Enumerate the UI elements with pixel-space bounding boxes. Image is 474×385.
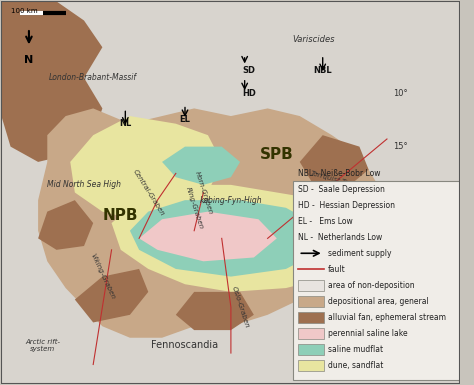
Polygon shape — [1, 2, 102, 162]
Bar — [298, 280, 324, 291]
Text: Mid North Sea High: Mid North Sea High — [47, 180, 121, 189]
Text: NPB: NPB — [103, 208, 138, 223]
Polygon shape — [70, 116, 222, 223]
Text: Ring-Graben: Ring-Graben — [184, 186, 204, 230]
Text: NBL: NBL — [313, 66, 332, 75]
Text: Horn-Graben: Horn-Graben — [193, 170, 213, 215]
Text: N: N — [24, 55, 34, 65]
Text: NBL - Neiße-Bobr Low: NBL - Neiße-Bobr Low — [298, 169, 381, 177]
Text: EL -   Ems Low: EL - Ems Low — [298, 217, 353, 226]
Text: Arctic rift-
system: Arctic rift- system — [25, 339, 60, 352]
Text: 10°: 10° — [393, 89, 408, 98]
Text: depositional area, general: depositional area, general — [328, 297, 429, 306]
Text: Central-Graben: Central-Graben — [131, 168, 165, 217]
Text: NL -  Netherlands Low: NL - Netherlands Low — [298, 233, 383, 242]
Polygon shape — [295, 269, 369, 319]
Bar — [298, 360, 324, 372]
Text: HD: HD — [242, 89, 256, 98]
Text: alluvial fan, ephemeral stream: alluvial fan, ephemeral stream — [328, 313, 446, 322]
Text: London-Brabant-Massif: London-Brabant-Massif — [49, 73, 137, 82]
Text: Torrquist-Teissayre
lineament: Torrquist-Teissayre lineament — [308, 170, 374, 199]
Bar — [298, 344, 324, 355]
Polygon shape — [75, 269, 148, 323]
Text: fault: fault — [328, 265, 346, 274]
Polygon shape — [38, 200, 93, 250]
Polygon shape — [162, 147, 240, 185]
Text: EL: EL — [180, 116, 191, 124]
Text: SD: SD — [243, 66, 256, 75]
Text: 100 km: 100 km — [10, 8, 37, 14]
Text: HD -  Hessian Depression: HD - Hessian Depression — [298, 201, 395, 209]
Polygon shape — [176, 292, 254, 330]
Polygon shape — [1, 2, 460, 383]
Bar — [298, 328, 324, 339]
Text: Oslo-Graben: Oslo-Graben — [230, 286, 250, 329]
Text: SPB: SPB — [260, 147, 294, 162]
Polygon shape — [38, 109, 392, 338]
Text: NL: NL — [119, 119, 131, 128]
Text: Fennoscandia: Fennoscandia — [151, 340, 219, 350]
Bar — [293, 181, 460, 380]
Text: SD -  Saale Depression: SD - Saale Depression — [298, 184, 385, 194]
Text: 15°: 15° — [393, 142, 408, 151]
Text: sediment supply: sediment supply — [328, 249, 392, 258]
Text: Viking-Graben: Viking-Graben — [89, 253, 116, 301]
Text: dune, sandflat: dune, sandflat — [328, 361, 383, 370]
Text: købing-Fyn-High: købing-Fyn-High — [200, 196, 262, 205]
Text: perennial saline lake: perennial saline lake — [328, 329, 408, 338]
Text: saline mudflat: saline mudflat — [328, 345, 383, 354]
Polygon shape — [111, 185, 359, 292]
Polygon shape — [130, 200, 323, 276]
Polygon shape — [139, 212, 277, 261]
Bar — [298, 296, 324, 307]
Polygon shape — [300, 135, 369, 192]
Text: area of non-deposition: area of non-deposition — [328, 281, 415, 290]
Bar — [298, 312, 324, 323]
Text: Variscides: Variscides — [292, 35, 335, 44]
